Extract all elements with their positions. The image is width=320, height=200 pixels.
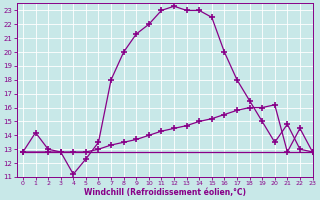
X-axis label: Windchill (Refroidissement éolien,°C): Windchill (Refroidissement éolien,°C) bbox=[84, 188, 245, 197]
